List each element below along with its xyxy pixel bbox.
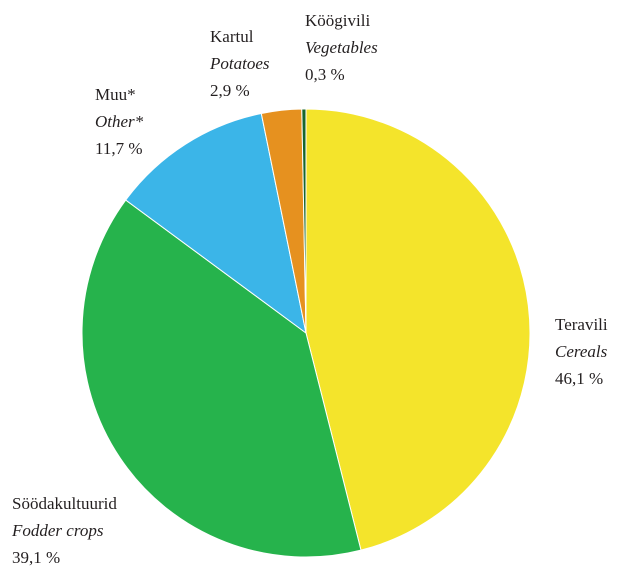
slice-value-label: 2,9 %	[210, 81, 250, 100]
slice-label: Köögivili	[305, 11, 370, 30]
slice-label: Kartul	[210, 27, 254, 46]
slice-label-en: Potatoes	[209, 54, 270, 73]
pie-slice	[305, 108, 531, 551]
slice-label-en: Vegetables	[305, 38, 378, 57]
slice-value-label: 0,3 %	[305, 65, 345, 84]
slice-value-label: 39,1 %	[12, 548, 60, 567]
slice-value-label: 46,1 %	[555, 369, 603, 388]
pie-slice	[81, 199, 362, 558]
pie-slice	[125, 112, 307, 335]
slice-label: Teravili	[555, 315, 608, 334]
pie-slice	[301, 108, 307, 334]
slice-label: Muu*	[95, 85, 136, 104]
slice-label-en: Other*	[95, 112, 144, 131]
slice-label-en: Cereals	[555, 342, 608, 361]
slice-label: Söödakultuurid	[12, 494, 117, 513]
slice-value-label: 11,7 %	[95, 139, 143, 158]
slice-label-en: Fodder crops	[11, 521, 104, 540]
